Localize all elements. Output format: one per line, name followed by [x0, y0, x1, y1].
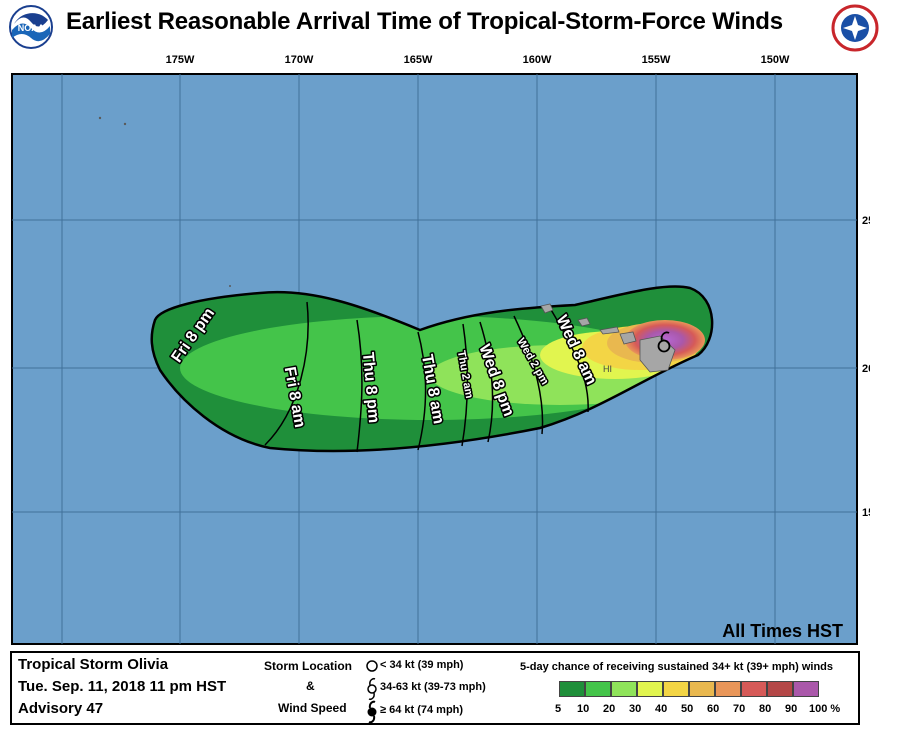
- arrival-contours: [264, 301, 589, 453]
- island-oahu: [577, 317, 591, 327]
- hurricane-symbol-icon: [367, 700, 377, 723]
- prob-swatch-80: [767, 681, 793, 697]
- island-kauai: [540, 303, 554, 314]
- low-wind-circle-icon: [366, 660, 378, 672]
- prob-label-20: 20: [603, 703, 616, 715]
- island-big-island: [639, 335, 676, 373]
- prob-label-10: 10: [577, 703, 590, 715]
- lon-label-150w: 150W: [761, 54, 790, 66]
- all-times-label: All Times HST: [722, 621, 843, 641]
- prob-label-30: 30: [629, 703, 642, 715]
- prob-swatch-50: [689, 681, 715, 697]
- probability-cone: [151, 286, 713, 452]
- hawaii-label: HI: [603, 364, 612, 374]
- noaa-logo-text: NOAA: [18, 23, 45, 33]
- prob-swatch-30: [637, 681, 663, 697]
- prob-label-90: 90: [785, 703, 798, 715]
- prob-swatch-60: [715, 681, 741, 697]
- prob-label-70: 70: [733, 703, 746, 715]
- prob-swatch-10: [585, 681, 611, 697]
- prob-label-100: 100 %: [809, 703, 841, 715]
- probability-legend-title: 5-day chance of receiving sustained 34+ …: [520, 661, 833, 673]
- lon-label-170w: 170W: [285, 54, 314, 66]
- lon-label-155w: 155W: [642, 54, 671, 66]
- lat-label-15n: 15N: [862, 507, 870, 519]
- legend-ampersand: &: [306, 679, 315, 693]
- cone-outline: [150, 285, 714, 453]
- lat-label-20n: 20N: [862, 363, 870, 375]
- prob-label-50: 50: [681, 703, 694, 715]
- prob-swatch-90: [793, 681, 819, 697]
- small-islands: [98, 116, 231, 287]
- tropical-storm-symbol-icon: [367, 678, 377, 700]
- advisory-datetime: Tue. Sep. 11, 2018 11 pm HST: [18, 678, 227, 695]
- lon-label-165w: 165W: [404, 54, 433, 66]
- prob-label-80: 80: [759, 703, 772, 715]
- header: NOAA Earliest Reasonable Arrival Time of…: [0, 0, 897, 52]
- storm-name: Tropical Storm Olivia: [18, 656, 169, 673]
- prob-swatch-20: [611, 681, 637, 697]
- hawaiian-islands: [540, 303, 676, 373]
- lat-label-25n: 25N: [862, 215, 870, 227]
- lon-label-160w: 160W: [523, 54, 552, 66]
- prob-label-60: 60: [707, 703, 720, 715]
- legend-item-hurricane: ≥ 64 kt (74 mph): [380, 704, 464, 716]
- map: 175W 170W 165W 160W 155W 150W 25N 20N 15…: [11, 54, 870, 645]
- storm-symbol-icon: [657, 331, 671, 353]
- advisory-number: Advisory 47: [18, 700, 104, 717]
- legend-item-below-ts: < 34 kt (39 mph): [380, 659, 464, 671]
- prob-label-5: 5: [555, 703, 562, 715]
- legend-title-storm-location: Storm Location: [264, 659, 353, 673]
- legend-item-ts: 34-63 kt (39-73 mph): [380, 681, 486, 693]
- lon-label-175w: 175W: [166, 54, 195, 66]
- nws-logo-icon: [831, 4, 879, 57]
- noaa-logo-icon: NOAA: [8, 4, 54, 55]
- prob-swatch-70: [741, 681, 767, 697]
- island-molokai: [599, 326, 620, 335]
- legend-panel: Tropical Storm Olivia Tue. Sep. 11, 2018…: [10, 651, 860, 725]
- prob-label-40: 40: [655, 703, 668, 715]
- prob-swatch-40: [663, 681, 689, 697]
- legend-title-wind-speed: Wind Speed: [278, 701, 347, 715]
- island-maui: [619, 331, 637, 345]
- prob-swatch-5: [559, 681, 585, 697]
- page-title: Earliest Reasonable Arrival Time of Trop…: [66, 8, 783, 35]
